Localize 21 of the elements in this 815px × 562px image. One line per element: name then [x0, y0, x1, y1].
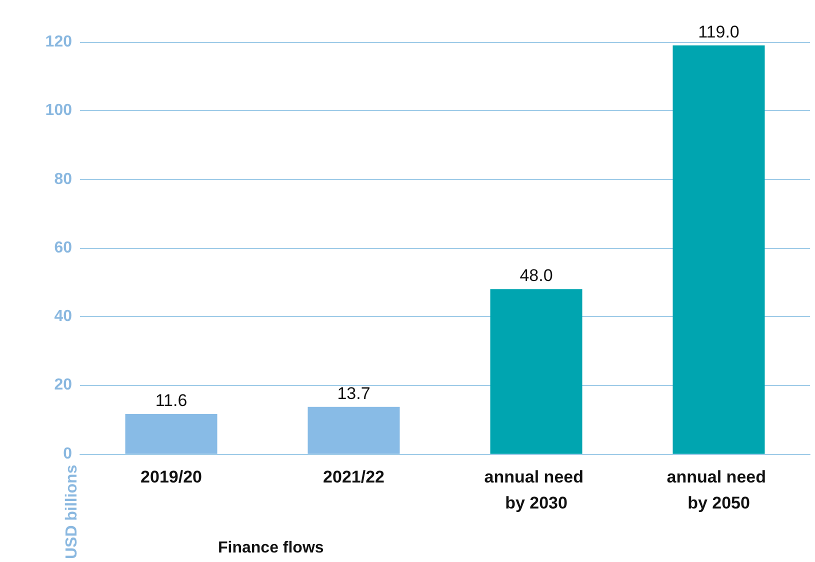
bar	[125, 414, 218, 454]
data-label: 119.0	[698, 22, 740, 42]
x-tick-label: annual need by 2030	[484, 467, 588, 512]
y-tick-label: 60	[54, 239, 72, 256]
y-tick-label: 0	[63, 445, 72, 462]
y-axis-title: USD billions	[64, 464, 80, 559]
x-tick-label: 2019/20	[140, 467, 202, 486]
x-tick-label: 2021/22	[323, 467, 384, 486]
y-tick-label: 100	[45, 102, 72, 120]
bar	[308, 406, 400, 454]
bar	[672, 45, 765, 454]
data-label: 48.0	[520, 266, 553, 286]
data-label: 13.7	[337, 384, 370, 403]
bar	[490, 289, 582, 454]
y-tick-label: 40	[54, 308, 72, 326]
y-tick-label: 20	[54, 376, 72, 394]
data-label: 11.6	[155, 391, 188, 410]
x-tick-label: annual need by 2050	[666, 467, 771, 512]
x-axis-title: Finance flows	[218, 540, 324, 556]
y-tick-label: 80	[54, 170, 72, 188]
y-tick-label: 120	[45, 34, 72, 50]
